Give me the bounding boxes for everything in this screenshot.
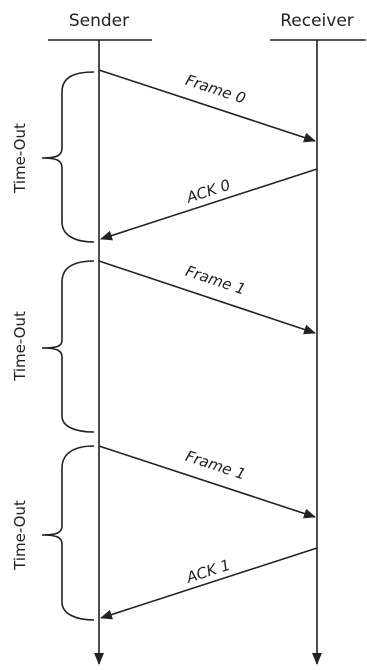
- timeout-brace-1: Time-Out: [11, 71, 95, 243]
- message-frame-1-retransmit: Frame 1: [98, 445, 316, 519]
- message-arrow: [100, 547, 318, 620]
- receiver-label: Receiver: [280, 11, 354, 31]
- message-label: Frame 1: [183, 447, 248, 484]
- message-arrow: [98, 69, 316, 143]
- timeout-brace-2: Time-Out: [11, 260, 95, 433]
- sender-label: Sender: [69, 11, 129, 31]
- message-ack-1: ACK 1: [100, 547, 318, 620]
- message-arrow: [98, 260, 316, 335]
- brace-shape: [41, 71, 95, 243]
- message-ack-0: ACK 0: [100, 168, 318, 241]
- brace-shape: [41, 260, 95, 433]
- timeout-label: Time-Out: [11, 500, 29, 571]
- message-arrow: [98, 445, 316, 519]
- message-arrow: [100, 168, 318, 241]
- timeout-brace-3: Time-Out: [11, 445, 95, 621]
- brace-shape: [41, 445, 95, 621]
- timeout-label: Time-Out: [11, 311, 29, 382]
- message-label: ACK 1: [183, 556, 232, 587]
- message-label: ACK 0: [183, 176, 232, 207]
- message-frame-0: Frame 0: [98, 69, 316, 143]
- message-frame-1: Frame 1: [98, 260, 316, 335]
- timeout-label: Time-Out: [11, 123, 29, 194]
- message-label: Frame 0: [183, 71, 248, 108]
